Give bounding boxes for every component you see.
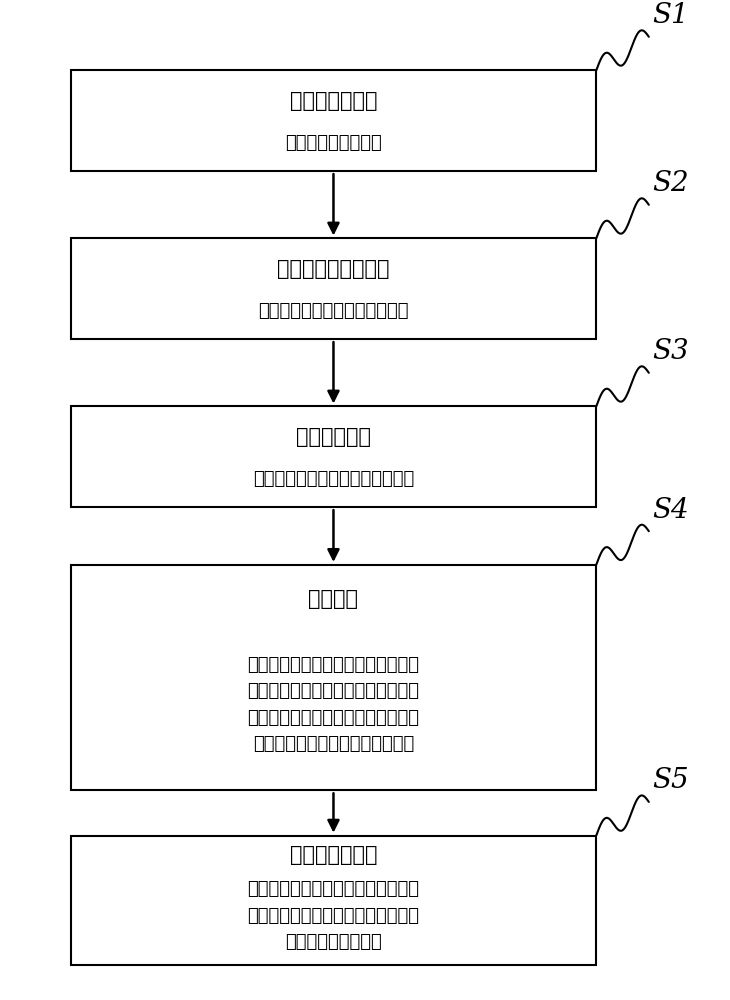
Bar (71, 836, 596, 965)
Text: S5: S5 (653, 767, 689, 794)
Text: 路由选择电路: 路由选择电路 (296, 427, 371, 447)
Text: 多路选择器电路: 多路选择器电路 (290, 91, 377, 111)
Bar (71, 565, 596, 790)
Text: S2: S2 (653, 170, 689, 197)
Text: 接收新的事务数据；: 接收新的事务数据； (285, 134, 382, 152)
Text: S3: S3 (653, 338, 689, 365)
Text: S1: S1 (653, 2, 689, 29)
Bar (71, 238, 596, 339)
Text: 多路选择器电路: 多路选择器电路 (290, 845, 377, 865)
Text: 为获得数据通路的占用权的事务数据
分配传输通路，并将事务数据传如互
联电路的下游节点。: 为获得数据通路的占用权的事务数据 分配传输通路，并将事务数据传如互 联电路的下游… (247, 880, 420, 951)
Text: 根据事务数据的多个数据传送请求执
行仲裁操作，使竞争同一传输通路的
多个事务数据的传输按照预设的仲裁
方法依次获得数据通路的占用权；: 根据事务数据的多个数据传送请求执 行仲裁操作，使竞争同一传输通路的 多个事务数据… (247, 656, 420, 753)
Text: 仲裁电路: 仲裁电路 (309, 589, 358, 609)
Bar (71, 70, 596, 171)
Text: 为事务数据分配临时存储位置；: 为事务数据分配临时存储位置； (258, 302, 409, 320)
Bar (71, 406, 596, 507)
Text: 缓冲存储分配器电路: 缓冲存储分配器电路 (277, 259, 390, 279)
Text: S4: S4 (653, 497, 689, 524)
Text: 为事务数据选择输出的数据通路；: 为事务数据选择输出的数据通路； (253, 470, 414, 488)
